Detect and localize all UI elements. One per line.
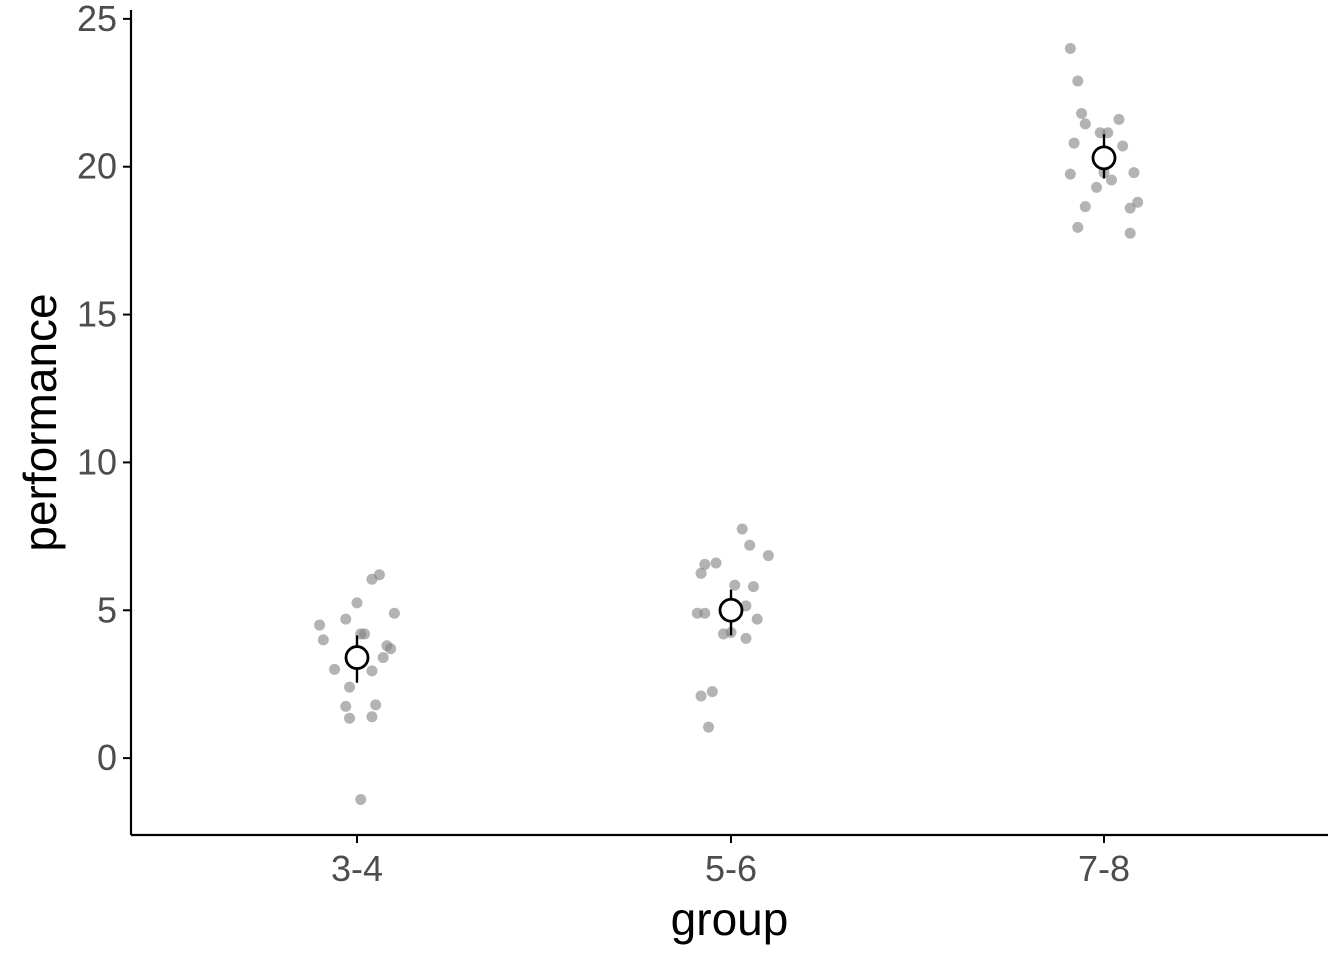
y-tick-label: 10 — [77, 441, 117, 482]
data-point — [740, 632, 752, 644]
data-point — [1079, 118, 1091, 130]
data-point — [747, 581, 759, 593]
y-tick-label: 5 — [97, 589, 117, 630]
data-point — [695, 690, 707, 702]
data-point — [366, 711, 378, 723]
data-point — [344, 712, 356, 724]
x-tick-label: 7-8 — [1078, 848, 1130, 889]
data-point — [706, 686, 718, 698]
data-point — [385, 643, 397, 655]
data-point — [1091, 181, 1103, 193]
data-point — [358, 628, 370, 640]
data-point — [710, 557, 722, 569]
data-point — [370, 699, 382, 711]
mean-point — [1091, 145, 1117, 171]
data-point — [1124, 202, 1136, 214]
y-tick-label: 0 — [97, 737, 117, 778]
data-point — [340, 700, 352, 712]
data-point — [1068, 137, 1080, 149]
axes-layer: 0 5 10 15 20 25 3-4 5-6 7-8 — [77, 0, 1328, 889]
data-point — [366, 665, 378, 677]
data-point — [329, 663, 341, 675]
data-point — [1132, 196, 1144, 208]
y-axis-title: performance — [14, 293, 66, 551]
data-point — [751, 613, 763, 625]
data-point — [314, 619, 326, 631]
data-point — [1079, 201, 1091, 213]
data-point — [1113, 113, 1125, 125]
data-point — [729, 579, 741, 591]
x-axis-title: group — [671, 893, 789, 945]
data-point — [1076, 107, 1088, 119]
data-point — [373, 569, 385, 581]
data-point — [344, 681, 356, 693]
data-point — [355, 794, 367, 806]
data-point — [1072, 221, 1084, 233]
data-point — [695, 567, 707, 579]
data-point — [1064, 42, 1076, 54]
points-layer — [314, 42, 1144, 806]
mean-point — [344, 645, 370, 670]
data-point — [388, 607, 400, 619]
y-tick-label: 20 — [77, 146, 117, 187]
mean-point — [718, 597, 744, 623]
data-point — [762, 550, 774, 562]
data-point — [744, 539, 756, 551]
summary-layer — [344, 134, 1117, 683]
y-tick-label: 25 — [77, 0, 117, 39]
data-point — [703, 721, 715, 733]
data-point — [351, 597, 363, 609]
data-point — [1117, 140, 1129, 152]
data-point — [699, 607, 711, 619]
y-tick-label: 15 — [77, 294, 117, 335]
x-tick-label: 3-4 — [331, 848, 383, 889]
data-point — [1128, 167, 1140, 179]
data-point — [1072, 75, 1084, 87]
x-tick-label: 5-6 — [705, 848, 757, 889]
data-point — [736, 523, 748, 535]
data-point — [1105, 174, 1117, 186]
data-point — [340, 613, 352, 625]
data-point — [377, 652, 389, 664]
data-point — [1124, 227, 1136, 239]
data-point — [1064, 168, 1076, 180]
data-point — [317, 634, 329, 646]
data-point — [699, 558, 711, 570]
